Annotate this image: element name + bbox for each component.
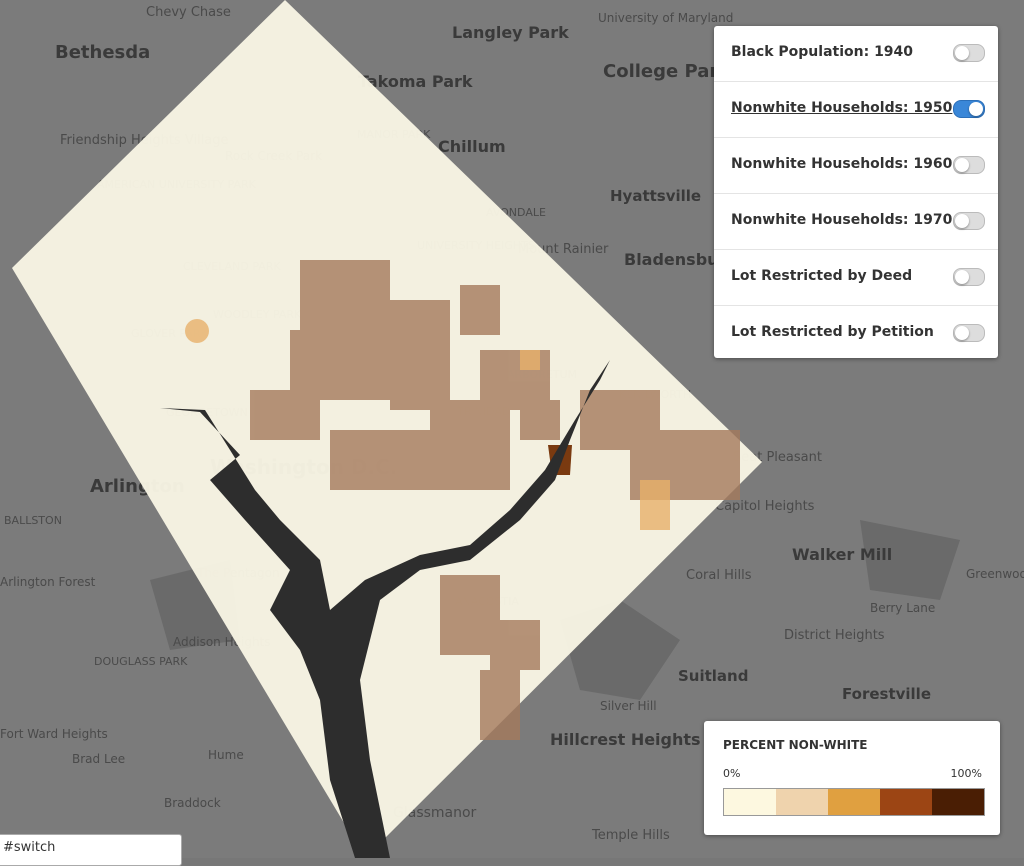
toggle-knob: [955, 326, 969, 340]
toggle[interactable]: [953, 100, 985, 118]
legend: PERCENT NON-WHITE 0% 100%: [704, 721, 1000, 835]
map-label: Temple Hills: [591, 828, 670, 843]
toggle-knob: [969, 102, 983, 116]
legend-scale: [723, 788, 985, 816]
urban-area: [150, 520, 960, 700]
layer-label: Nonwhite Households: 1970: [731, 212, 953, 228]
legend-max: 100%: [950, 767, 982, 780]
layer-row[interactable]: Black Population: 1940: [714, 26, 998, 82]
map-label: University of Maryland: [598, 11, 733, 25]
legend-swatch: [724, 789, 776, 815]
toggle-knob: [955, 46, 969, 60]
legend-title: PERCENT NON-WHITE: [723, 738, 868, 752]
map-label: Hyattsville: [610, 187, 701, 205]
map-label: Coral Hills: [686, 568, 752, 583]
layer-label: Lot Restricted by Deed: [731, 268, 913, 284]
layer-row[interactable]: Nonwhite Households: 1960: [714, 138, 998, 194]
layer-label: Nonwhite Households: 1960: [731, 156, 953, 172]
toggle[interactable]: [953, 44, 985, 62]
legend-swatch: [828, 789, 880, 815]
map-label: Bladensburg: [624, 250, 738, 269]
toggle[interactable]: [953, 268, 985, 286]
map-label: Walker Mill: [792, 545, 892, 564]
map-label: Chillum: [438, 137, 506, 156]
tracts: [250, 260, 740, 740]
layer-row[interactable]: Lot Restricted by Petition: [714, 306, 998, 361]
legend-swatch: [932, 789, 984, 815]
layer-row[interactable]: Nonwhite Households: 1970: [714, 194, 998, 250]
map-label: Brad Lee: [72, 752, 125, 766]
layer-label: Black Population: 1940: [731, 44, 914, 60]
map-label: Berry Lane: [870, 601, 935, 615]
map-label: College Park: [603, 61, 731, 82]
search-box[interactable]: #switch: [0, 834, 182, 866]
map-label: Takoma Park: [358, 72, 473, 91]
map-label: Langley Park: [452, 23, 569, 42]
map-label: Greenwood: [966, 567, 1024, 581]
toggle-knob: [955, 270, 969, 284]
toggle[interactable]: [953, 156, 985, 174]
map-label: Capitol Heights: [715, 499, 815, 514]
map-label: Fort Ward Heights: [0, 727, 108, 741]
map-label: Bethesda: [55, 42, 150, 63]
legend-min: 0%: [723, 767, 741, 780]
map-label: Braddock: [164, 796, 221, 810]
map-label: Chevy Chase: [146, 5, 231, 20]
search-text: #switch: [3, 840, 56, 855]
map-label: BALLSTON: [4, 514, 62, 527]
map-label: District Heights: [784, 628, 885, 643]
layer-row[interactable]: Nonwhite Households: 1950: [714, 82, 998, 138]
legend-swatch: [776, 789, 828, 815]
toggle-knob: [955, 214, 969, 228]
map-label: Forestville: [842, 685, 931, 703]
map-label: DOUGLASS PARK: [94, 655, 188, 668]
district-area: [12, 0, 762, 858]
layer-label: Lot Restricted by Petition: [731, 324, 934, 340]
map-label: Hillcrest Heights: [550, 730, 701, 749]
tracts-light: [185, 319, 670, 530]
map-label: Arlington Forest: [0, 575, 96, 589]
toggle[interactable]: [953, 324, 985, 342]
legend-swatch: [880, 789, 932, 815]
toggle-knob: [955, 158, 969, 172]
layer-label: Nonwhite Households: 1950: [731, 100, 953, 116]
map-label: Silver Hill: [600, 699, 657, 713]
layer-panel: Black Population: 1940 Nonwhite Household…: [714, 26, 998, 358]
map-label: Hume: [208, 748, 244, 762]
toggle[interactable]: [953, 212, 985, 230]
layer-row[interactable]: Lot Restricted by Deed: [714, 250, 998, 306]
map-label: Suitland: [678, 667, 748, 685]
